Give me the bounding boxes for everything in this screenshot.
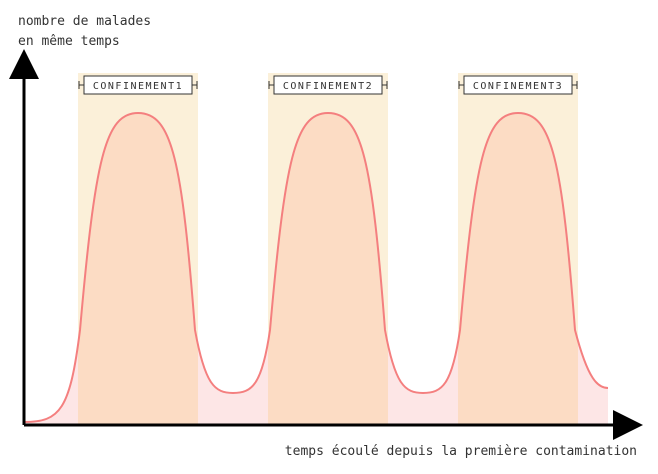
y-axis-label: en même temps [18,34,120,49]
period-label-text: CONFINEMENT3 [473,81,563,92]
period-label-text: CONFINEMENT2 [283,81,373,92]
period-label [78,75,578,95]
period-label-text: CONFINEMENT1 [93,81,183,92]
y-axis-label: nombre de malades [18,14,151,29]
curve-area-confined [78,113,578,425]
curve [23,111,609,423]
x-axis-label: temps écoulé depuis la première contamin… [285,444,637,459]
